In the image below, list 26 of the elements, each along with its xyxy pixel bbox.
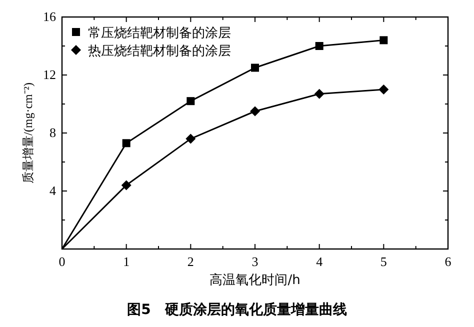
y-axis-title: 质量增量/(mg·cm⁻²) <box>21 82 35 184</box>
text: 图5 硬质涂层的氧化质量增量曲线 <box>127 301 347 318</box>
point <box>315 42 324 50</box>
point <box>186 97 195 106</box>
x-tick-label: 1 <box>123 254 130 269</box>
legend-label: 热压烧结靶材制备的涂层 <box>88 44 231 59</box>
point <box>121 180 132 190</box>
point <box>186 134 196 144</box>
point <box>378 84 389 94</box>
y-tick-label: 4 <box>50 183 56 198</box>
y-tick-label: 16 <box>43 9 56 24</box>
x-axis-title: 高温氧化时间/h <box>210 272 300 288</box>
legend-label: 常压烧结靶材制备的涂层 <box>88 26 231 41</box>
point <box>250 106 260 116</box>
point <box>251 64 259 72</box>
point <box>314 88 324 99</box>
x-tick-label: 2 <box>187 254 194 269</box>
x-tick-label: 6 <box>444 254 452 269</box>
x-tick-label: 4 <box>316 254 324 269</box>
y-tick-label: 12 <box>43 67 56 82</box>
x-tick-label: 5 <box>380 254 387 269</box>
point <box>380 36 388 44</box>
y-tick-label: 8 <box>50 125 56 140</box>
x-tick-label: 0 <box>58 254 66 269</box>
point <box>122 139 130 148</box>
x-tick-label: 3 <box>252 254 258 269</box>
